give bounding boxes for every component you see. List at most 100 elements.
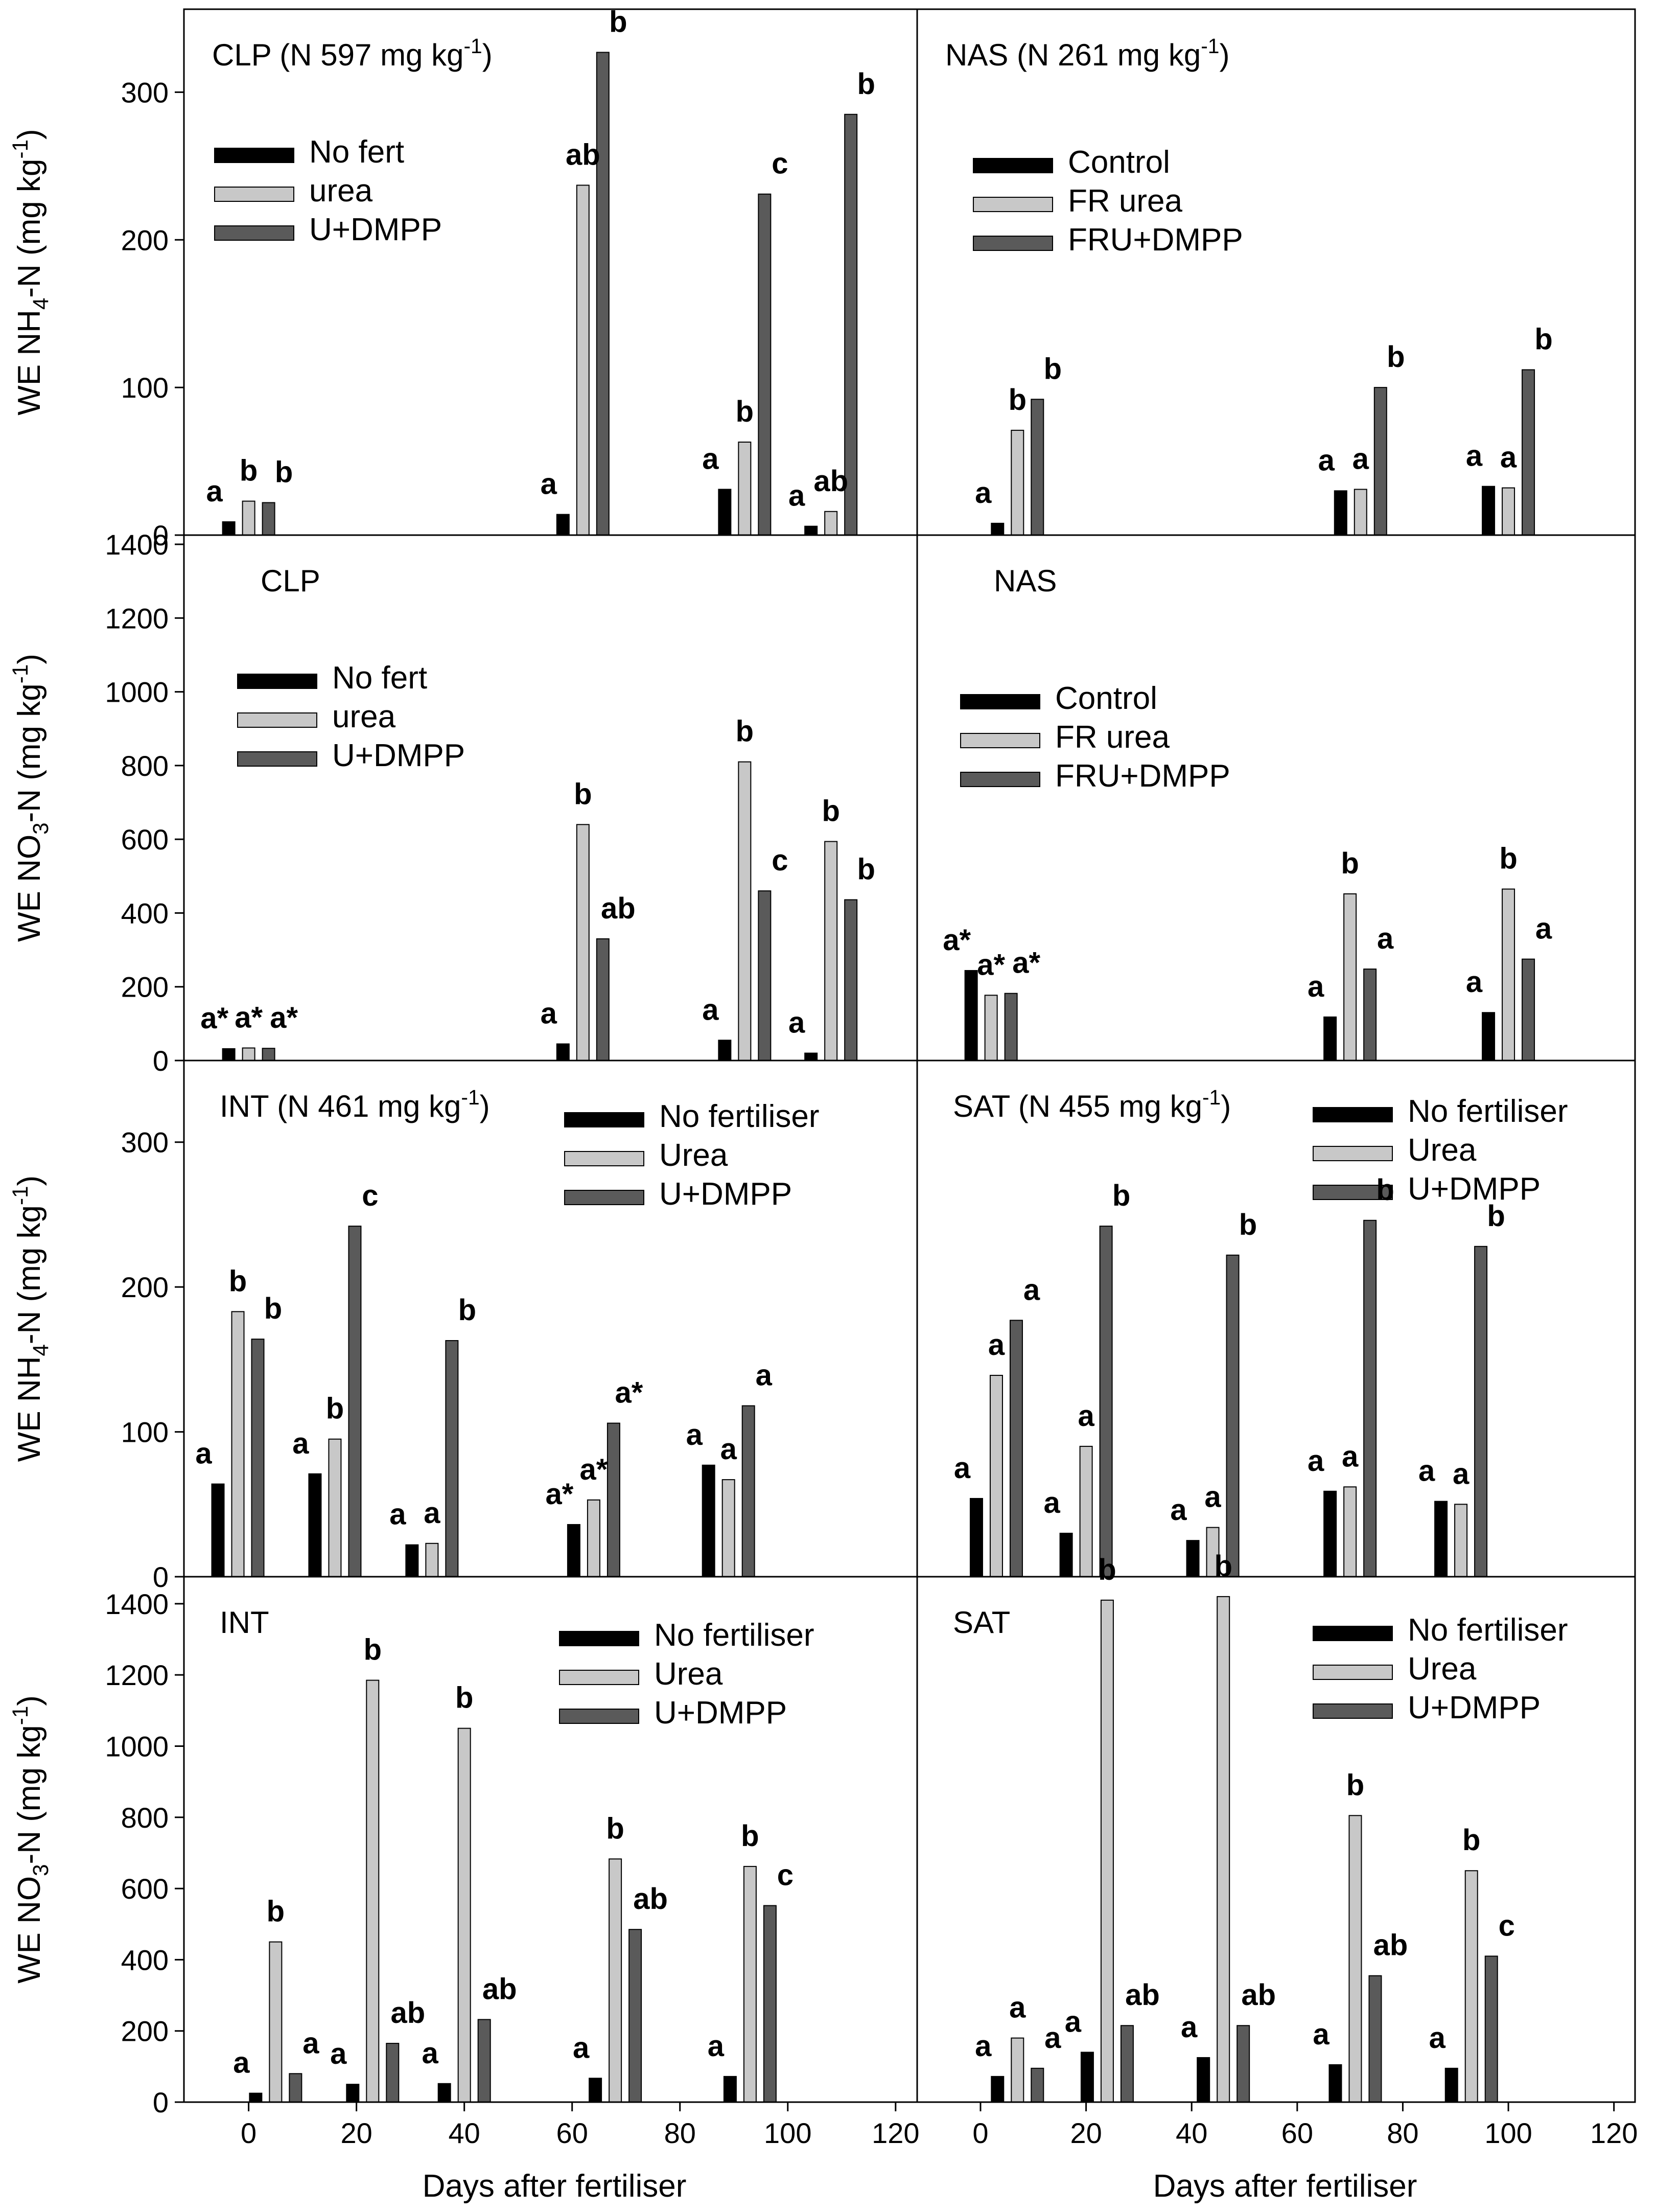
bar-int-nh4-3-1: [587, 1499, 600, 1578]
sig-label-clp-no3-3-0: a: [788, 1006, 805, 1040]
text-span: ): [480, 1089, 490, 1123]
legend-label-1: urea: [309, 173, 373, 209]
text-span: CLP: [261, 564, 320, 598]
sig-label-nas-no3-2-1: b: [1499, 842, 1517, 875]
sig-label-nas-no3-0-2: a*: [1012, 947, 1040, 980]
legend-label-2: U+DMPP: [332, 738, 465, 773]
text-span: -N (mg kg: [12, 1725, 47, 1864]
legend-label-2: FRU+DMPP: [1055, 758, 1230, 794]
bar-nas-no3-2-0: [1482, 1012, 1496, 1061]
bar-group-clp-nh4-0: ab b: [206, 454, 293, 536]
bar-int-nh4-3-0: [567, 1524, 580, 1578]
sig-label-sat-no3-0-1: a: [1009, 1991, 1026, 2024]
sig-label-sat-no3-1-0: a: [1065, 2005, 1082, 2038]
bar-int-nh4-1-0: [308, 1473, 322, 1577]
y-tick-label-int-nh4-300: 300: [121, 1126, 169, 1159]
sig-label-clp-nh4-3-2: b: [857, 67, 875, 101]
text-span: NAS (N 261 mg kg: [945, 38, 1201, 72]
bar-sat-no3-3-0: [1328, 2064, 1342, 2103]
sig-label-int-no3-0-1: b: [267, 1895, 285, 1928]
text-span: SAT (N 455 mg kg: [953, 1089, 1202, 1123]
legend-label-0: Control: [1068, 145, 1170, 180]
bar-clp-nh4-0-0: [222, 521, 236, 536]
bar-int-no3-2-0: [437, 2083, 451, 2103]
bar-sat-nh4-3-0: [1323, 1490, 1337, 1577]
legend-swatch-0: [973, 158, 1053, 173]
bar-int-no3-3-0: [589, 2078, 602, 2103]
panel-int-no3: 0 200 400 600 800 1000 1200 1400 WE NO3-N (mg kg…: [8, 1588, 814, 2118]
legend-swatch-1: [1313, 1146, 1393, 1161]
legend-swatch-1: [564, 1151, 644, 1166]
sig-label-int-nh4-0-0: a: [195, 1437, 212, 1470]
text-span: ): [1219, 38, 1229, 72]
sig-label-int-no3-2-0: a: [422, 2037, 439, 2070]
legend-label-2: U+DMPP: [659, 1177, 792, 1212]
bar-sat-nh4-4-0: [1434, 1501, 1448, 1578]
bar-int-no3-0-1: [269, 1941, 283, 2103]
sig-label-sat-no3-3-1: b: [1346, 1768, 1364, 1802]
bar-group-nas-no3-2: a b a: [1466, 842, 1552, 1062]
legend-label-2: U+DMPP: [309, 212, 442, 247]
bar-clp-no3-3-2: [844, 899, 858, 1061]
bar-clp-no3-2-1: [738, 761, 752, 1061]
x-tick-label-right-40: 40: [1176, 2117, 1207, 2149]
x-tick-label-left-40: 40: [449, 2117, 480, 2149]
sig-label-sat-no3-4-0: a: [1429, 2021, 1446, 2055]
sig-label-int-nh4-0-2: b: [264, 1292, 282, 1325]
y-tick-label-clp-no3-800: 800: [121, 750, 169, 782]
y-tick-label-int-no3-800: 800: [121, 1802, 169, 1834]
bar-int-no3-4-2: [763, 1905, 777, 2103]
sig-label-nas-nh4-2-2: b: [1534, 322, 1552, 356]
bar-group-int-nh4-2: a a b: [389, 1294, 476, 1578]
sig-label-nas-nh4-1-1: a: [1352, 442, 1369, 475]
sig-label-sat-nh4-1-2: b: [1112, 1179, 1130, 1212]
bar-sat-no3-4-0: [1444, 2067, 1458, 2103]
bar-clp-no3-1-2: [596, 938, 610, 1062]
sig-label-nas-nh4-2-1: a: [1500, 441, 1517, 474]
sig-label-clp-nh4-0-1: b: [240, 454, 258, 488]
text-span: -1: [8, 1186, 32, 1205]
legend-label-0: No fertiliser: [1408, 1094, 1568, 1129]
sig-label-clp-no3-1-1: b: [574, 777, 592, 811]
sig-label-sat-no3-0-0: a: [975, 2030, 992, 2063]
y-tick-label-int-no3-200: 200: [121, 2015, 169, 2047]
figure-border: [183, 8, 1636, 2103]
bar-clp-nh4-2-2: [758, 193, 772, 536]
bar-int-no3-1-1: [366, 1679, 380, 2103]
bar-nas-no3-1-2: [1363, 969, 1377, 1061]
bar-nas-no3-2-1: [1502, 888, 1515, 1062]
x-tick-label-left-120: 120: [872, 2117, 919, 2149]
legend-label-1: FR urea: [1055, 720, 1170, 755]
y-tick-label-int-nh4-0: 0: [153, 1561, 169, 1593]
text-span: WE NO: [12, 1876, 47, 1984]
text-span: ): [12, 129, 47, 140]
sig-label-clp-nh4-1-2: b: [609, 5, 627, 38]
y-tick-label-clp-no3-1400: 1400: [105, 528, 169, 561]
y-tick-label-clp-no3-1200: 1200: [105, 602, 169, 634]
bar-int-nh4-2-0: [405, 1544, 419, 1578]
bar-sat-no3-2-2: [1237, 2025, 1250, 2103]
figure-frame: [183, 8, 1636, 2103]
bar-sat-no3-3-1: [1348, 1815, 1362, 2103]
legend-swatch-2: [973, 236, 1053, 251]
x-tick-label-right-100: 100: [1484, 2117, 1532, 2149]
text-span: NAS: [994, 564, 1057, 598]
sig-label-int-no3-1-1: b: [364, 1633, 382, 1667]
bar-clp-no3-3-0: [804, 1052, 818, 1062]
sig-label-sat-no3-3-0: a: [1313, 2018, 1330, 2051]
panel-title-nas-no3: NAS: [994, 564, 1057, 598]
sig-label-sat-nh4-1-0: a: [1043, 1486, 1060, 1519]
sig-label-clp-nh4-0-0: a: [206, 475, 223, 508]
sig-label-sat-no3-2-0: a: [1181, 2011, 1198, 2044]
bar-group-int-nh4-3: a*a*a*: [545, 1376, 643, 1578]
bar-clp-nh4-3-1: [824, 511, 838, 536]
sig-label-nas-nh4-0-2: b: [1044, 352, 1062, 385]
sig-label-nas-nh4-2-0: a: [1466, 440, 1483, 473]
bar-int-nh4-4-2: [741, 1405, 755, 1577]
